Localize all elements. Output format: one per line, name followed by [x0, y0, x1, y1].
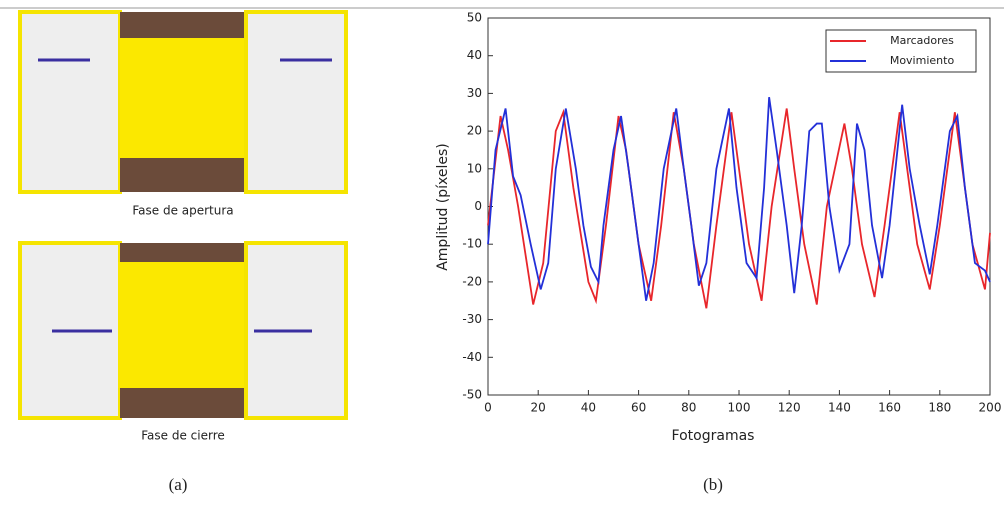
x-axis-label: Fotogramas: [672, 428, 755, 444]
caption: Fase de cierre: [141, 429, 225, 443]
legend-label: Movimiento: [890, 54, 955, 67]
x-tick-label: 100: [728, 401, 751, 415]
y-tick-label: 40: [467, 48, 482, 62]
x-tick-label: 60: [631, 401, 646, 415]
panel-label: (a): [169, 475, 188, 494]
x-tick-label: 120: [778, 401, 801, 415]
caption: Fase de apertura: [132, 204, 233, 218]
series-line: [487, 97, 991, 301]
y-tick-label: -20: [462, 274, 482, 288]
x-tick-label: 40: [581, 401, 596, 415]
x-tick-label: 20: [531, 401, 546, 415]
y-tick-label: -50: [462, 388, 482, 402]
y-tick-label: 20: [467, 124, 482, 138]
y-tick-label: -30: [462, 312, 482, 326]
photo-panel: Fase de apertura Fase de cierre: [18, 10, 348, 443]
photo-frame: [244, 10, 348, 194]
face-mask: [118, 262, 248, 388]
legend-label: Marcadores: [890, 34, 954, 47]
face-mask: [120, 38, 246, 158]
legend: [825, 29, 977, 73]
x-tick-label: 140: [828, 401, 851, 415]
photo-frame: [18, 10, 122, 194]
y-tick-label: -40: [462, 350, 482, 364]
y-tick-label: 30: [467, 86, 482, 100]
y-tick-label: 50: [467, 11, 482, 25]
x-tick-label: 80: [681, 401, 696, 415]
x-tick-label: 200: [979, 401, 1002, 415]
y-tick-label: 0: [474, 199, 482, 213]
x-tick-label: 0: [484, 401, 492, 415]
x-tick-label: 160: [878, 401, 901, 415]
x-tick-label: 180: [928, 401, 951, 415]
y-axis-label: Amplitud (píxeles): [435, 143, 451, 271]
series-line: [487, 108, 991, 309]
panel-label: (b): [703, 475, 723, 494]
y-tick-label: -10: [462, 237, 482, 251]
y-tick-label: 10: [467, 161, 482, 175]
